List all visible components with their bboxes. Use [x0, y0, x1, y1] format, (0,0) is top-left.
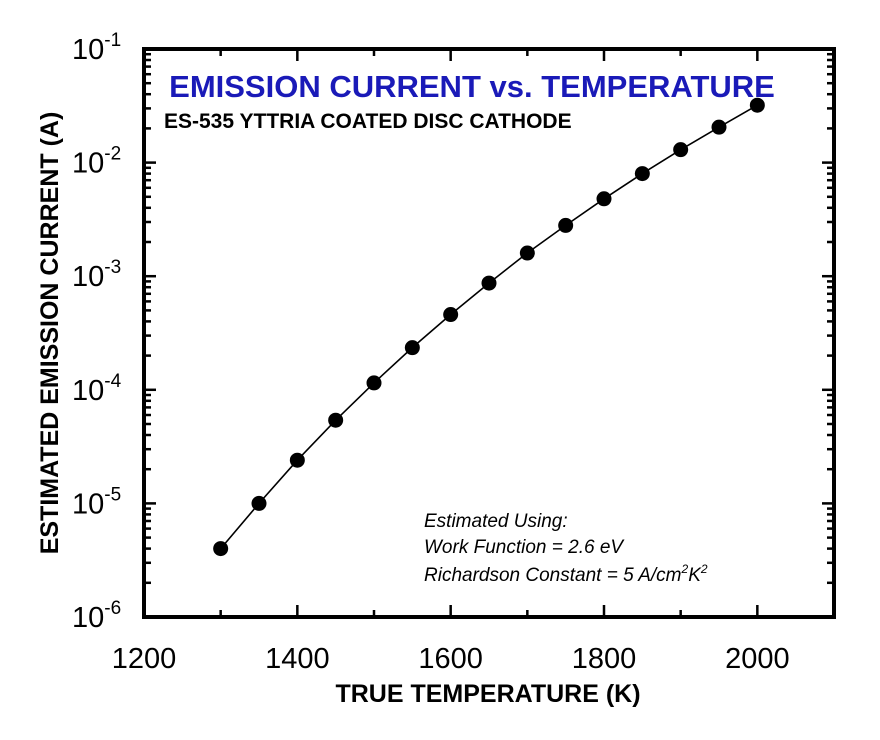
y-tick-label-exponent: -5	[104, 484, 121, 505]
data-point	[289, 452, 305, 468]
y-tick-label: 10-5	[72, 484, 121, 520]
y-tick-label: 10-2	[72, 144, 121, 180]
data-point	[251, 495, 267, 511]
annotation-line-3: Richardson Constant = 5 A/cm2K2	[424, 562, 708, 586]
data-layer	[213, 97, 765, 557]
y-tick-label: 10-6	[72, 598, 121, 634]
y-tick-label-base: 10	[72, 602, 104, 634]
x-tick-label: 1800	[572, 643, 637, 675]
y-axis-title: ESTIMATED EMISSION CURRENT (A)	[36, 112, 64, 555]
annotation-block: Estimated Using: Work Function = 2.6 eV …	[424, 511, 708, 586]
data-point	[328, 412, 344, 428]
y-tick-labels: 10-610-510-410-310-210-1	[72, 30, 122, 634]
y-tick-label-exponent: -6	[104, 598, 121, 619]
plot-area-frame	[142, 47, 836, 619]
axis-ticks	[144, 49, 834, 617]
chart-subtitle: ES-535 YTTRIA COATED DISC CATHODE	[164, 110, 572, 133]
annotation-line-3-unit: K	[688, 565, 702, 586]
y-tick-label-base: 10	[72, 261, 104, 293]
annotation-sup-2: 2	[700, 562, 708, 576]
x-tick-labels: 1200 1400 1600 1800 2000	[112, 643, 790, 675]
data-point	[596, 191, 612, 207]
data-point	[634, 166, 650, 182]
data-point	[443, 307, 459, 323]
x-tick-label: 1600	[418, 643, 483, 675]
y-tick-label-base: 10	[72, 375, 104, 407]
x-axis-title: TRUE TEMPERATURE (K)	[335, 680, 640, 708]
data-point	[711, 119, 727, 135]
data-point	[749, 97, 765, 113]
data-point	[558, 217, 574, 233]
series-line	[220, 104, 758, 550]
y-tick-label-exponent: -2	[104, 144, 121, 165]
y-tick-label-exponent: -4	[104, 371, 121, 392]
y-tick-label: 10-1	[72, 30, 121, 66]
x-tick-label: 2000	[725, 643, 790, 675]
data-point	[404, 340, 420, 356]
data-point	[673, 142, 689, 158]
data-point	[366, 375, 382, 391]
annotation-sup-1: 2	[681, 562, 689, 576]
y-tick-label-base: 10	[72, 148, 104, 180]
y-tick-label-exponent: -1	[104, 30, 121, 51]
annotation-line-2: Work Function = 2.6 eV	[424, 537, 625, 558]
chart-title: EMISSION CURRENT vs. TEMPERATURE	[169, 69, 775, 104]
y-tick-label-base: 10	[72, 488, 104, 520]
y-tick-label: 10-4	[72, 371, 122, 407]
data-point	[481, 275, 497, 291]
data-point	[213, 541, 229, 557]
y-tick-label: 10-3	[72, 257, 121, 293]
annotation-line-3-text: Richardson Constant = 5 A/cm	[424, 565, 682, 586]
data-point	[519, 245, 535, 261]
annotation-line-1: Estimated Using:	[424, 511, 568, 532]
x-tick-label: 1200	[112, 643, 177, 675]
y-tick-label-exponent: -3	[104, 257, 121, 278]
y-tick-label-base: 10	[72, 34, 104, 66]
x-tick-label: 1400	[265, 643, 330, 675]
